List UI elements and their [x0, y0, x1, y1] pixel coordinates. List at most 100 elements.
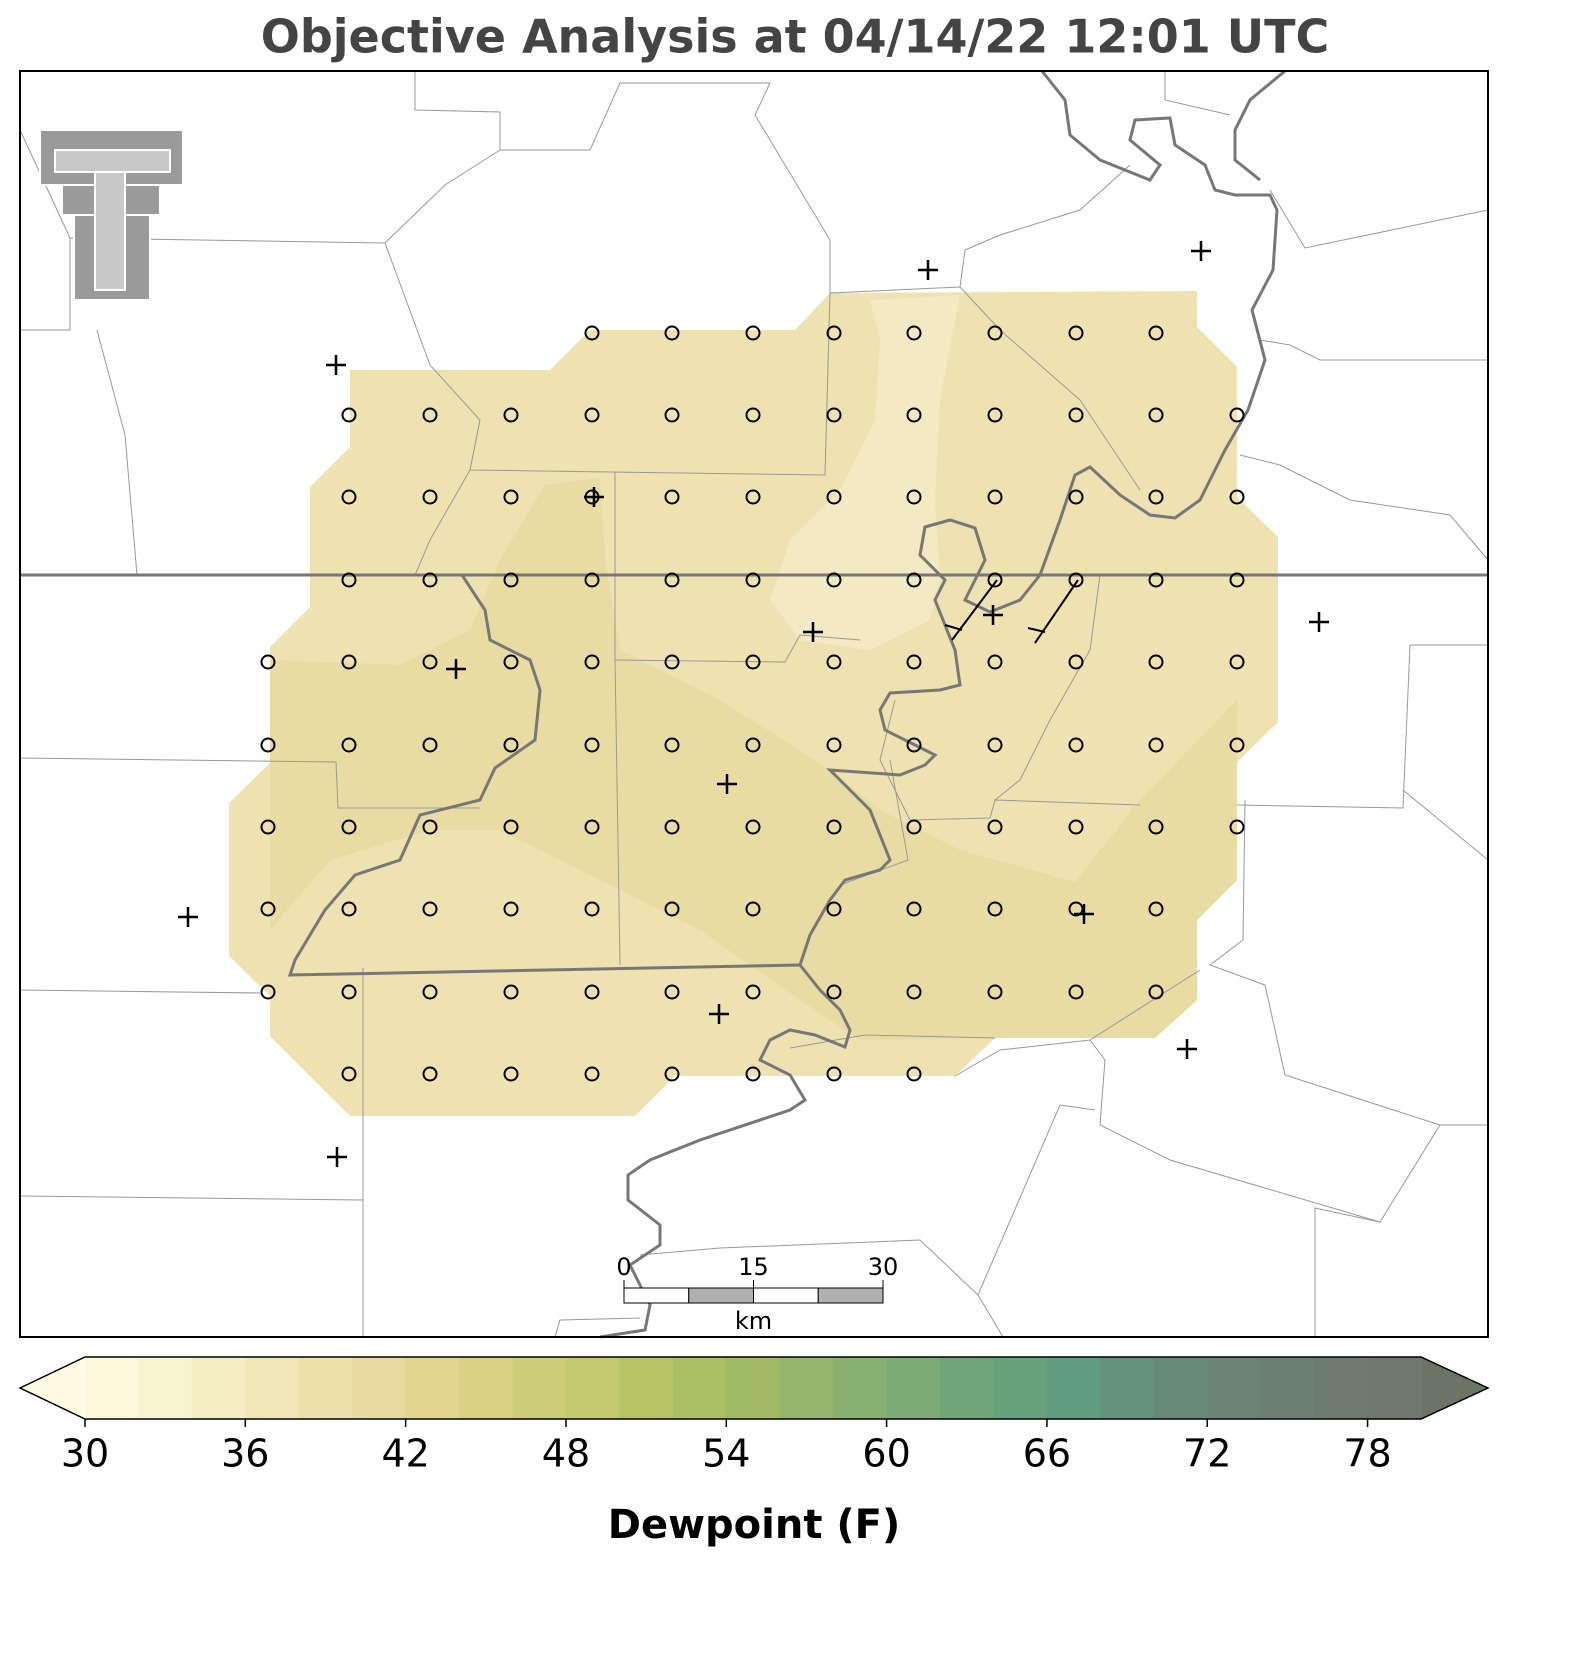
station [1191, 241, 1211, 261]
grid-point [906, 819, 922, 835]
grid-point [906, 325, 922, 341]
grid-point [745, 1066, 761, 1082]
colorbar-box [245, 1357, 300, 1419]
grid-point [987, 654, 1003, 670]
grid-point [745, 407, 761, 423]
colorbar-box [85, 1357, 139, 1419]
wind-barbs [944, 579, 1079, 644]
grid-point [584, 984, 600, 1000]
map: 0 15 30 km [19, 69, 1489, 1339]
grid-point [503, 901, 519, 917]
colorbar-tick-label: 36 [221, 1432, 269, 1476]
grid-point [422, 407, 438, 423]
grid-point [341, 737, 357, 753]
station [803, 622, 823, 642]
grid-point [987, 901, 1003, 917]
grid-point [664, 572, 680, 588]
grid-point [503, 737, 519, 753]
grid-point [906, 407, 922, 423]
grid-point [1068, 489, 1084, 505]
colorbar-box [459, 1357, 514, 1419]
grid-point [745, 325, 761, 341]
colorbar-tick-label: 66 [1023, 1432, 1071, 1476]
grid-point [1068, 654, 1084, 670]
grid-point [584, 737, 600, 753]
scale-bar: 0 15 30 km [616, 1253, 898, 1335]
grid-point [584, 325, 600, 341]
grid-point [1068, 737, 1084, 753]
grid-point [987, 572, 1003, 588]
colorbar-box [1367, 1357, 1422, 1419]
colorbar-tick-label: 30 [61, 1432, 109, 1476]
grid-point [341, 901, 357, 917]
grid-point [826, 984, 842, 1000]
grid-point [664, 901, 680, 917]
grid-point [906, 984, 922, 1000]
station [918, 260, 938, 280]
grid-point [584, 901, 600, 917]
colorbar-box [1207, 1357, 1262, 1419]
grid-point [503, 1066, 519, 1082]
colorbar-box [405, 1357, 460, 1419]
scale-label: 0 [616, 1253, 631, 1281]
grid-point [584, 819, 600, 835]
grid-point [987, 984, 1003, 1000]
colorbar-box [940, 1357, 994, 1419]
station [178, 907, 198, 927]
grid-point [341, 489, 357, 505]
colorbar-box [1046, 1357, 1101, 1419]
station [717, 774, 737, 794]
grid-point [341, 572, 357, 588]
grid-point [341, 654, 357, 670]
grid-point [260, 819, 276, 835]
colorbar-box [512, 1357, 567, 1419]
grid-point [422, 572, 438, 588]
colorbar-box [672, 1357, 727, 1419]
grid-point [422, 819, 438, 835]
grid-point [664, 1066, 680, 1082]
colorbar-tick-label: 78 [1343, 1432, 1391, 1476]
grid-point [745, 654, 761, 670]
colorbar-box [886, 1357, 941, 1419]
station [327, 1147, 347, 1167]
grid-point [987, 489, 1003, 505]
grid-point [584, 572, 600, 588]
grid-point [341, 984, 357, 1000]
grid-point [503, 489, 519, 505]
grid-point [745, 901, 761, 917]
grid-point [422, 1066, 438, 1082]
grid-point [1148, 654, 1164, 670]
scale-label: 30 [868, 1253, 899, 1281]
grid-point [260, 984, 276, 1000]
grid-point [422, 984, 438, 1000]
grid-point [745, 819, 761, 835]
grid-point [987, 407, 1003, 423]
colorbar-box [726, 1357, 781, 1419]
grid-point [1229, 407, 1245, 423]
grid-point [1068, 572, 1084, 588]
scale-segment [753, 1287, 819, 1304]
grid-point [987, 325, 1003, 341]
grid-point [906, 901, 922, 917]
map-frame [19, 70, 1489, 1338]
grid-point [987, 819, 1003, 835]
grid-point [826, 489, 842, 505]
title: Objective Analysis at 04/14/22 12:01 UTC [261, 10, 1330, 64]
grid-point [1229, 737, 1245, 753]
colorbar-tick-label: 60 [862, 1432, 910, 1476]
grid-point [906, 572, 922, 588]
grid-point [1148, 901, 1164, 917]
colorbar-box [1100, 1357, 1155, 1419]
grid-point [260, 901, 276, 917]
station-markers [178, 241, 1329, 1167]
colorbar-box [352, 1357, 407, 1419]
grid-point [1068, 901, 1084, 917]
colorbar-box [565, 1357, 620, 1419]
grid-point [503, 407, 519, 423]
grid-point [745, 489, 761, 505]
colorbar: 30 36 42 48 54 60 66 72 78 Dewpoint (F) [18, 1356, 1490, 1548]
grid-point [1229, 572, 1245, 588]
grid-point [1068, 325, 1084, 341]
contour-dark [270, 478, 1237, 1040]
